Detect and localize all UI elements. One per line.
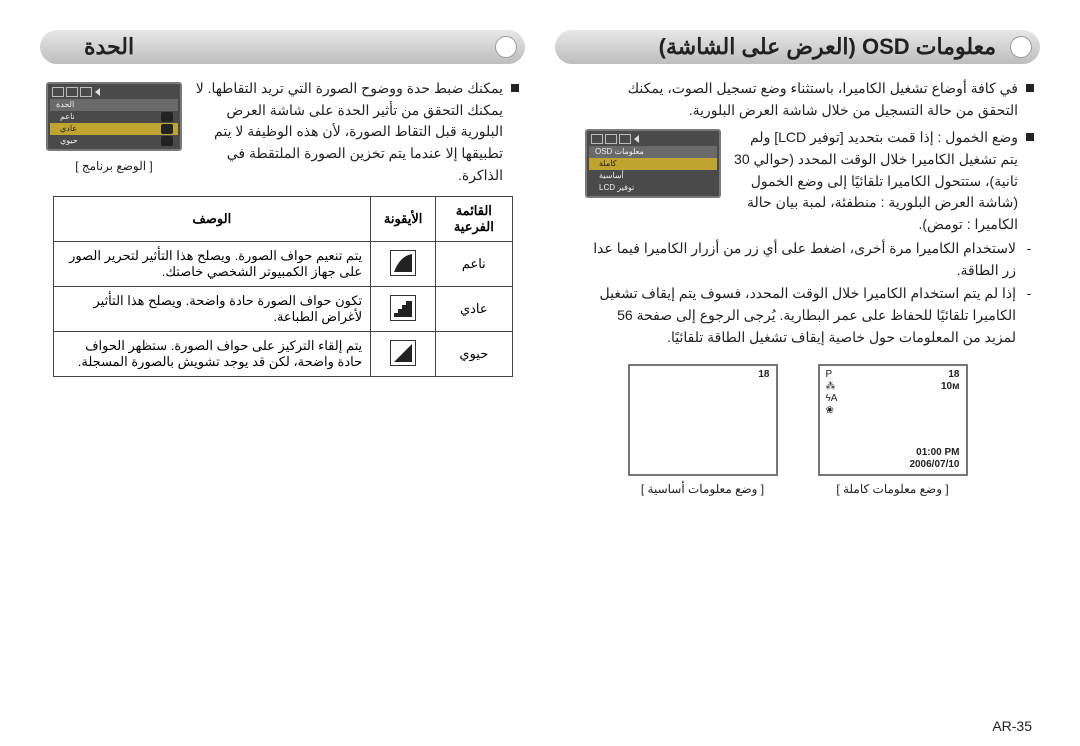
- lcd-full-caption: [ وضع معلومات كاملة ]: [818, 482, 968, 496]
- menu-label-vivid: حيوي: [56, 135, 156, 147]
- bullet-icon: [511, 84, 519, 92]
- lcd-date: 2006/07/10: [909, 460, 959, 470]
- cell-label-soft: ناعم: [436, 242, 512, 287]
- menu-box-icon: [80, 87, 92, 97]
- heading-sharpness-title: الحدة: [84, 34, 134, 60]
- sharpness-menu-screenshot: الحدة ناعم عادي حيوي: [46, 82, 182, 151]
- menu-arrow-icon: [95, 88, 100, 96]
- th-desc: الوصف: [53, 197, 371, 242]
- osd-dash1-item: - لاستخدام الكاميرا مرة أخرى، اضغط على أ…: [585, 238, 1034, 281]
- lcd-time: 01:00 PM: [916, 448, 959, 458]
- menu-box-icon: [591, 134, 603, 144]
- pill-bullet: [495, 36, 517, 58]
- menu-box-icon: [605, 134, 617, 144]
- menu-arrow-icon: [634, 135, 639, 143]
- sharpness-table: القائمة الفرعية الأيقونة الوصف ناعم: [53, 196, 513, 377]
- menu-title: الحدة: [50, 99, 178, 111]
- osd-menu-screenshot-block: معلومات OSD كاملة أساسية توفير LCD: [585, 129, 721, 198]
- cell-icon-soft: [371, 242, 436, 287]
- sharpness-paragraph-block: الحدة ناعم عادي حيوي: [40, 78, 525, 188]
- table-row: ناعم يتم تنعيم حواف الصورة. ويصلح هذا ال…: [53, 242, 512, 287]
- osd-para1-item: في كافة أوضاع تشغيل الكاميرا، باستثناء و…: [585, 78, 1034, 121]
- menu-top-icons: [589, 133, 717, 145]
- lcd-full-block: P ⁂ ϟA ❀ 18 10м 01:00 PM 2006/07/10 [ وض…: [818, 364, 968, 496]
- lcd-full: P ⁂ ϟA ❀ 18 10м 01:00 PM 2006/07/10: [818, 364, 968, 476]
- lcd-mockups-row: P ⁂ ϟA ❀ 18 10м 01:00 PM 2006/07/10 [ وض…: [555, 364, 1040, 496]
- cell-desc-soft: يتم تنعيم حواف الصورة. ويصلح هذا التأثير…: [53, 242, 371, 287]
- menu-label-full: كاملة: [595, 158, 695, 170]
- osd-paragraph-1: في كافة أوضاع تشغيل الكاميرا، باستثناء و…: [585, 78, 1018, 121]
- page-number: AR-35: [992, 718, 1032, 734]
- lcd-quality-icon: ⁂: [826, 382, 836, 392]
- menu-title: معلومات OSD: [589, 146, 717, 158]
- lcd-mode-icon: P: [826, 370, 833, 380]
- menu-row-full: كاملة: [589, 158, 717, 170]
- menu-label-basic: أساسية: [595, 170, 695, 182]
- cell-label-vivid: حيوي: [436, 332, 512, 377]
- menu-label-normal: عادي: [56, 123, 156, 135]
- heading-osd-title: معلومات OSD (العرض على الشاشة): [659, 34, 996, 60]
- menu-box-icon: [619, 134, 631, 144]
- menu-row-basic: أساسية: [589, 170, 717, 182]
- heading-sharpness: الحدة: [40, 30, 525, 64]
- osd-para2-item: وضع الخمول : إذا قمت بتحديد [توفير LCD] …: [731, 127, 1034, 235]
- table-row: حيوي يتم إلقاء التركيز على حواف الصورة. …: [53, 332, 512, 377]
- osd-paragraph-2: وضع الخمول : إذا قمت بتحديد [توفير LCD] …: [731, 127, 1018, 235]
- sharpness-soft-icon: [390, 250, 416, 276]
- lcd-shots-left: 18: [758, 370, 769, 380]
- pill-bullet: [1010, 36, 1032, 58]
- lcd-basic-block: 18 [ وضع معلومات أساسية ]: [628, 364, 778, 496]
- menu-row-soft: ناعم: [50, 111, 178, 123]
- sharpness-paragraph: يمكنك ضبط حدة ووضوح الصورة التي تريد الت…: [192, 78, 503, 186]
- sharpness-vivid-icon: [390, 340, 416, 366]
- cell-desc-vivid: يتم إلقاء التركيز على حواف الصورة. ستظهر…: [53, 332, 371, 377]
- menu-row-normal: عادي: [50, 123, 178, 135]
- osd-dash2-item: - إذا لم يتم استخدام الكاميرا خلال الوقت…: [585, 283, 1034, 348]
- menu-label-soft: ناعم: [56, 111, 156, 123]
- column-right: الحدة الحدة ناعم: [40, 30, 525, 496]
- cell-label-normal: عادي: [436, 287, 512, 332]
- cell-icon-normal: [371, 287, 436, 332]
- lcd-flash-icon: ϟA: [826, 394, 838, 404]
- heading-osd: معلومات OSD (العرض على الشاشة): [555, 30, 1040, 64]
- two-column-layout: الحدة الحدة ناعم: [40, 30, 1040, 496]
- menu-box-icon: [52, 87, 64, 97]
- menu-row-vivid: حيوي: [50, 135, 178, 147]
- sharpness-normal-icon: [390, 295, 416, 321]
- sharpness-menu-screenshot-block: الحدة ناعم عادي حيوي: [46, 82, 182, 176]
- osd-dash-1: لاستخدام الكاميرا مرة أخرى، اضغط على أي …: [585, 238, 1016, 281]
- th-icon: الأيقونة: [371, 197, 436, 242]
- column-left: معلومات OSD (العرض على الشاشة) في كافة أ…: [555, 30, 1040, 496]
- osd-dash-2: إذا لم يتم استخدام الكاميرا خلال الوقت ا…: [585, 283, 1016, 348]
- lcd-resolution: 10м: [941, 382, 960, 392]
- th-submenu: القائمة الفرعية: [436, 197, 512, 242]
- dash-icon: -: [1024, 283, 1034, 305]
- menu-icon-vivid: [161, 136, 173, 146]
- lcd-basic-caption: [ وضع معلومات أساسية ]: [628, 482, 778, 496]
- lcd-basic: 18: [628, 364, 778, 476]
- lcd-macro-icon: ❀: [826, 406, 834, 416]
- lcd-shots-left: 18: [948, 370, 959, 380]
- sharpness-para-item: يمكنك ضبط حدة ووضوح الصورة التي تريد الت…: [192, 78, 519, 186]
- menu-icon-normal: [161, 124, 173, 134]
- osd-paragraph-block: في كافة أوضاع تشغيل الكاميرا، باستثناء و…: [555, 78, 1040, 350]
- table-row: عادي تكون حواف الصورة حادة واضحة. ويصلح …: [53, 287, 512, 332]
- cell-icon-vivid: [371, 332, 436, 377]
- menu-top-icons: [50, 86, 178, 98]
- menu-row-lcdsave: توفير LCD: [589, 182, 717, 194]
- menu-box-icon: [66, 87, 78, 97]
- menu-label-lcdsave: توفير LCD: [595, 182, 695, 194]
- menu-caption: [ الوضع برنامج ]: [46, 157, 182, 176]
- bullet-icon: [1026, 133, 1034, 141]
- cell-desc-normal: تكون حواف الصورة حادة واضحة. ويصلح هذا ا…: [53, 287, 371, 332]
- bullet-icon: [1026, 84, 1034, 92]
- menu-icon-soft: [161, 112, 173, 122]
- osd-menu-screenshot: معلومات OSD كاملة أساسية توفير LCD: [585, 129, 721, 198]
- manual-page: الحدة الحدة ناعم: [0, 0, 1080, 746]
- dash-icon: -: [1024, 238, 1034, 260]
